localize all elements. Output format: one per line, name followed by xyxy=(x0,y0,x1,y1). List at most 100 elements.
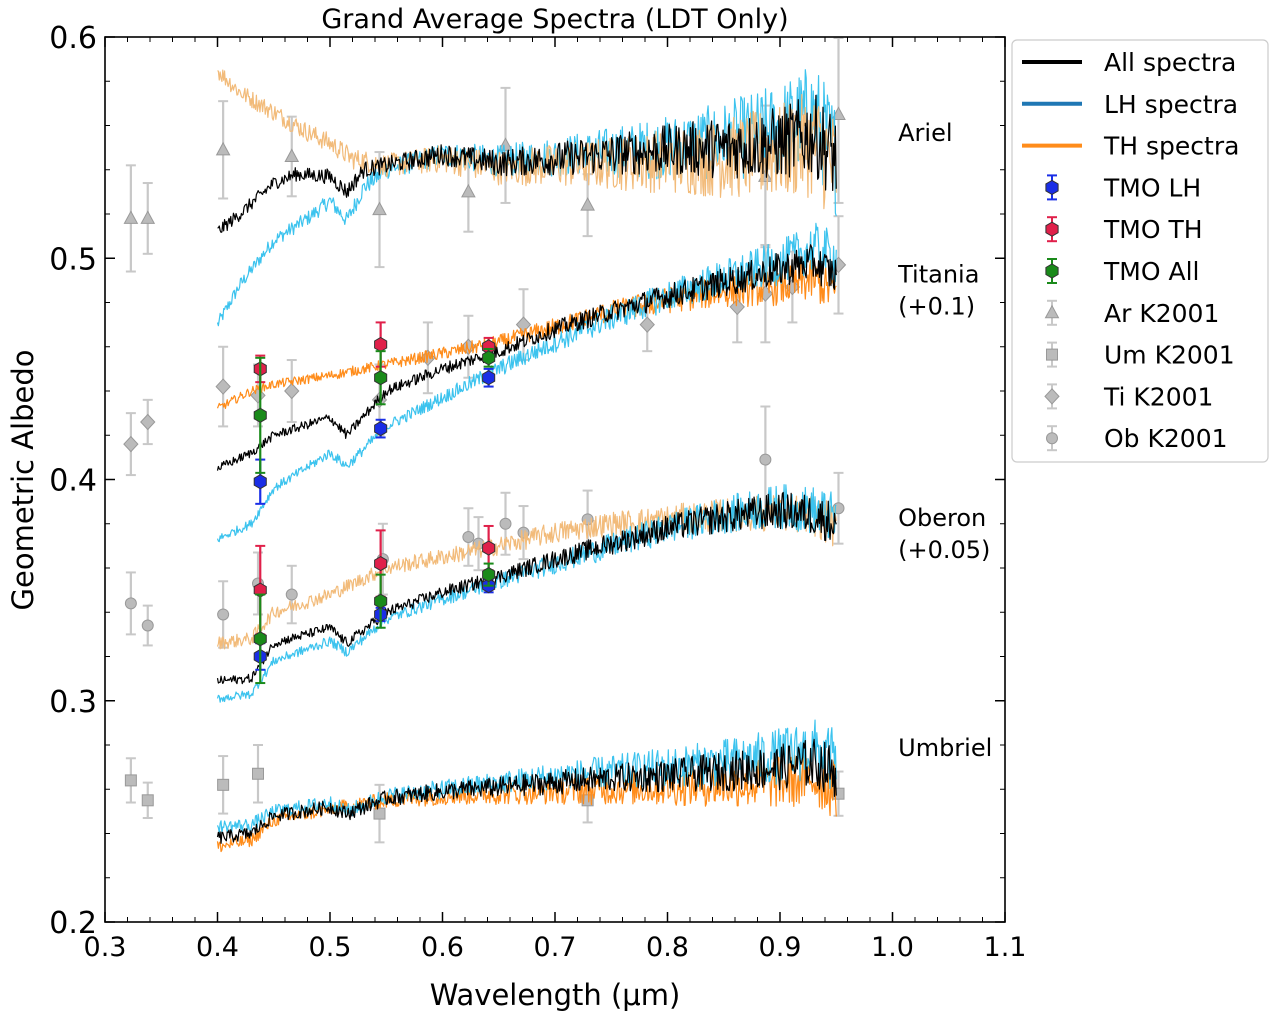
spectra xyxy=(216,69,837,853)
legend-label: TH spectra xyxy=(1103,132,1239,161)
k2001-ti-point xyxy=(639,316,655,333)
spectra-titania xyxy=(216,222,837,543)
k2001-ob-point xyxy=(759,453,772,466)
y-tick-label: 0.2 xyxy=(49,906,97,941)
k2001-ob-point xyxy=(141,619,154,632)
legend-label: TMO LH xyxy=(1103,173,1201,202)
k2001-ar-point xyxy=(284,148,300,162)
k2001-ti-point xyxy=(515,316,532,333)
legend-label: TMO TH xyxy=(1103,215,1203,244)
annotation-label: (+0.1) xyxy=(898,293,975,321)
spectra-oberon xyxy=(216,484,837,703)
tmo-point xyxy=(482,540,496,556)
legend-circle-marker xyxy=(1046,432,1058,445)
spectra-ariel xyxy=(216,69,837,327)
k2001-ob-point xyxy=(285,588,298,601)
legend-item: TH spectra xyxy=(1022,132,1239,161)
legend-diamond-marker xyxy=(1044,388,1060,405)
tmo-point xyxy=(374,593,388,609)
legend: All spectra LH spectra TH spectra TMO LH TMO… xyxy=(1011,39,1269,463)
y-tick-label: 0.4 xyxy=(49,464,97,499)
legend-label: Ti K2001 xyxy=(1103,382,1213,411)
umbriel-all-spectrum-line xyxy=(216,738,837,844)
tmo-point xyxy=(374,556,388,572)
tmo-lh-series xyxy=(253,367,496,505)
x-axis-label: Wavelength (μm) xyxy=(430,978,681,1012)
legend-hexagon-marker xyxy=(1045,179,1059,195)
titania-all-spectrum-line xyxy=(216,244,837,471)
legend-hexagon-marker xyxy=(1045,263,1059,279)
k2001-ar-point xyxy=(140,210,156,224)
k2001-ti-point xyxy=(140,413,156,431)
annotation-label: Oberon xyxy=(898,504,986,532)
legend-item: Ti K2001 xyxy=(1044,382,1213,411)
x-tick-label: 1.0 xyxy=(871,932,914,963)
k2001-ob-point xyxy=(124,597,137,610)
y-tick-label: 0.5 xyxy=(49,242,97,277)
legend-label: Ar K2001 xyxy=(1104,299,1219,328)
oberon-all-spectrum-line xyxy=(216,491,837,685)
k2001-um-point xyxy=(217,778,230,791)
legend-square-marker xyxy=(1046,348,1058,361)
legend-triangle-marker xyxy=(1044,304,1060,319)
legend-item: Um K2001 xyxy=(1046,341,1235,370)
tmo-point xyxy=(374,336,388,353)
k2001-ar-point xyxy=(580,197,595,211)
k2001-ar-point xyxy=(372,201,387,216)
y-tick-label: 0.6 xyxy=(49,21,97,56)
legend-item: TMO TH xyxy=(1045,215,1203,244)
tmo-all-series xyxy=(253,562,496,685)
tmo-point xyxy=(482,567,496,583)
annotation-label: Titania xyxy=(897,261,979,289)
k2001-ti-point xyxy=(123,435,139,453)
tmo-point xyxy=(482,370,496,386)
plot-area xyxy=(123,37,847,853)
titania-lh-spectrum-line xyxy=(216,222,837,543)
k2001-ar-series xyxy=(123,37,846,273)
x-tick-label: 0.6 xyxy=(421,932,464,963)
k2001-ob-point xyxy=(462,531,475,544)
legend-item: TMO LH xyxy=(1045,173,1201,202)
k2001-ar-point xyxy=(215,141,231,156)
x-tick-label: 0.7 xyxy=(534,932,577,963)
x-tick-label: 0.4 xyxy=(196,932,239,963)
k2001-ar-point xyxy=(831,106,846,120)
x-tick-label: 1.1 xyxy=(984,932,1027,963)
k2001-ti-point xyxy=(215,378,231,395)
k2001-um-point xyxy=(141,794,154,807)
legend-item: LH spectra xyxy=(1022,90,1238,119)
k2001-um-point xyxy=(581,794,594,807)
k2001-um-series xyxy=(124,744,845,844)
legend-label: Ob K2001 xyxy=(1104,424,1228,453)
legend-item: Ar K2001 xyxy=(1044,299,1219,328)
tmo-point xyxy=(374,421,388,437)
annotation-label: Umbriel xyxy=(898,734,992,762)
spectra-umbriel xyxy=(216,719,837,853)
k2001-um-point xyxy=(124,774,137,787)
legend-item: Ob K2001 xyxy=(1046,424,1228,453)
x-tick-label: 0.3 xyxy=(84,932,127,963)
annotation-label: Ariel xyxy=(898,119,952,147)
k2001-ob-point xyxy=(217,608,230,621)
k2001-ob-point xyxy=(499,517,512,530)
tmo-point xyxy=(253,631,267,647)
legend-item: TMO All xyxy=(1045,257,1199,286)
axes: 0.3 0.4 0.5 0.6 0.7 0.8 0.9 1.0 1.10.20.30.40.50… xyxy=(49,21,1026,963)
legend-item: All spectra xyxy=(1022,48,1236,77)
k2001-um-point xyxy=(252,767,264,780)
ariel-all-spectrum-line xyxy=(217,94,837,233)
x-tick-label: 0.9 xyxy=(759,932,802,963)
x-tick-label: 0.5 xyxy=(309,932,352,963)
tmo-point xyxy=(253,407,267,423)
legend-label: Um K2001 xyxy=(1104,341,1235,370)
tmo-points xyxy=(253,321,496,685)
tmo-point xyxy=(482,350,496,366)
k2001-ti-point xyxy=(284,382,300,400)
legend-label: All spectra xyxy=(1104,48,1236,77)
x-tick-label: 0.8 xyxy=(646,932,689,963)
moon-annotations: Ariel Titania (+0.1) Oberon (+0.05) Umbriel xyxy=(897,119,992,762)
y-axis-label: Geometric Albedo xyxy=(6,350,40,611)
annotation-label: (+0.05) xyxy=(898,536,990,564)
legend-hexagon-marker xyxy=(1045,221,1059,237)
